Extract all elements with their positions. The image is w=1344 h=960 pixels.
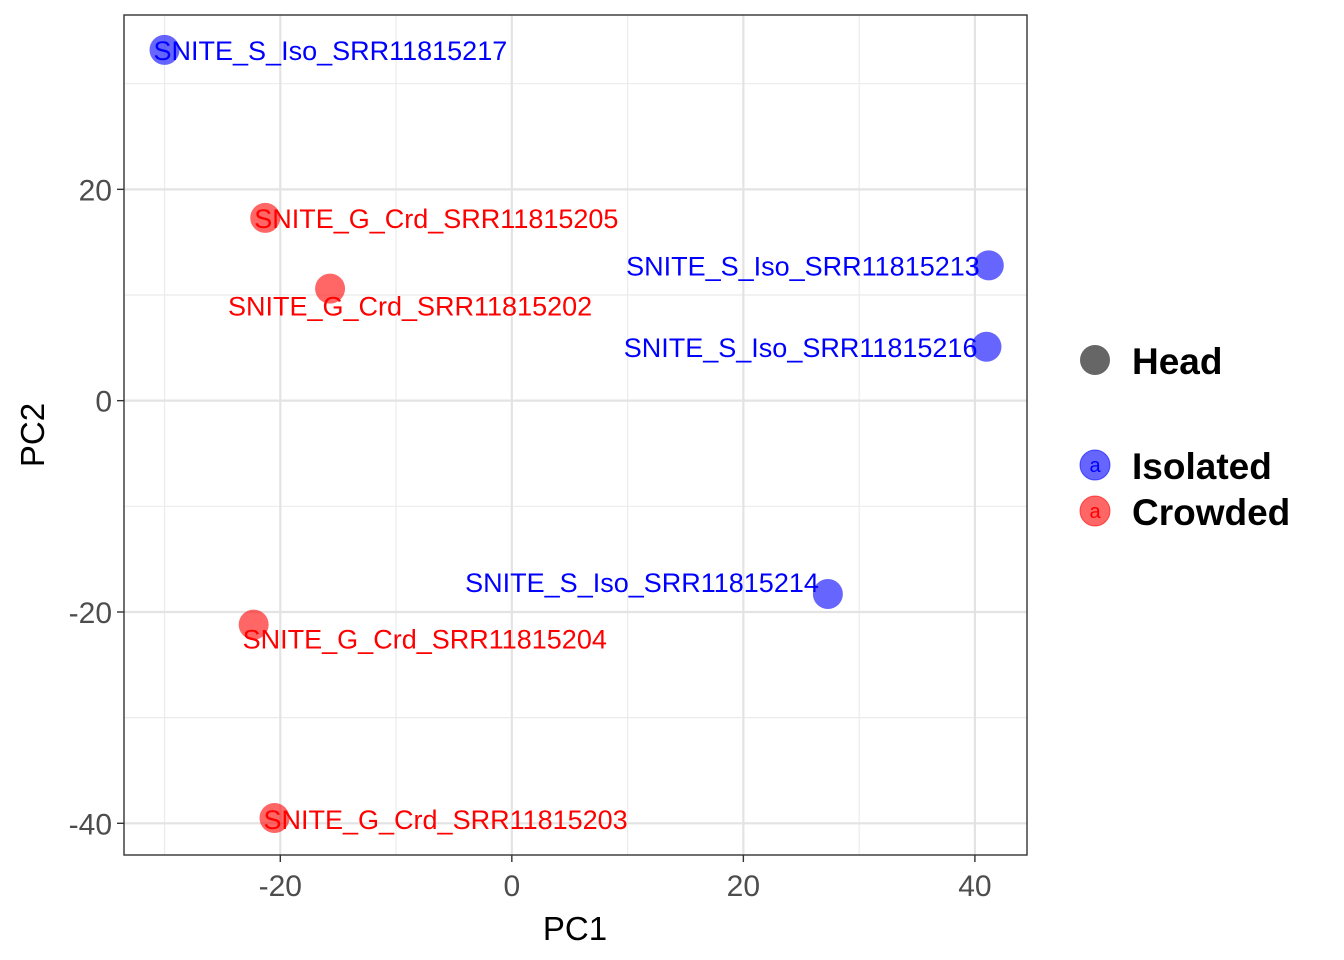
- legend-color-keys: a Isolated a Crowded: [1079, 446, 1290, 533]
- point-label: SNITE_G_Crd_SRR11815203: [264, 805, 628, 835]
- point-label: SNITE_S_Iso_SRR11815217: [154, 36, 508, 66]
- point-label: SNITE_G_Crd_SRR11815202: [228, 292, 592, 322]
- x-tick-label: 40: [958, 870, 991, 903]
- legend: Head a Isolated a Crowded: [1079, 341, 1290, 533]
- legend-key-glyph: a: [1089, 455, 1101, 477]
- x-tick-label: 20: [727, 870, 760, 903]
- data-points: [149, 34, 1004, 834]
- data-point: [315, 273, 346, 304]
- legend-label: Crowded: [1132, 492, 1290, 533]
- y-tick-label: 0: [95, 386, 112, 419]
- data-point: [238, 609, 269, 640]
- data-point: [812, 579, 843, 610]
- x-axis-ticks: -20 0 20 40: [259, 855, 992, 903]
- point-label: SNITE_S_Iso_SRR11815213: [626, 251, 980, 281]
- legend-key: [1079, 495, 1111, 527]
- x-axis-title: PC1: [543, 910, 607, 947]
- y-axis-ticks: -40 -20 0 20: [69, 174, 124, 841]
- point-label: SNITE_G_Crd_SRR11815204: [243, 625, 607, 655]
- x-tick-label: -20: [259, 870, 302, 903]
- legend-shape-key: [1080, 345, 1110, 375]
- data-point: [250, 202, 281, 233]
- y-tick-label: -20: [69, 597, 112, 630]
- point-label: SNITE_S_Iso_SRR11815214: [465, 568, 819, 598]
- data-point: [973, 250, 1004, 281]
- y-tick-label: -40: [69, 808, 112, 841]
- grid-minor: [124, 15, 1027, 855]
- point-label: SNITE_G_Crd_SRR11815205: [254, 204, 618, 234]
- data-point: [149, 34, 180, 65]
- point-label: SNITE_S_Iso_SRR11815216: [624, 333, 978, 363]
- data-point: [259, 803, 290, 834]
- legend-shape-title: Head: [1132, 341, 1222, 382]
- legend-key: [1079, 449, 1111, 481]
- y-axis-title: PC2: [14, 403, 51, 467]
- point-labels: SNITE_S_Iso_SRR11815217 SNITE_S_Iso_SRR11…: [154, 36, 980, 835]
- legend-label: Isolated: [1132, 446, 1272, 487]
- x-tick-label: 0: [503, 870, 520, 903]
- grid-major: [124, 15, 1027, 855]
- plot-border: [123, 14, 1028, 856]
- y-tick-label: 20: [79, 174, 112, 207]
- legend-key-glyph: a: [1089, 501, 1101, 523]
- plot-background: [124, 15, 1027, 855]
- data-point: [971, 331, 1002, 362]
